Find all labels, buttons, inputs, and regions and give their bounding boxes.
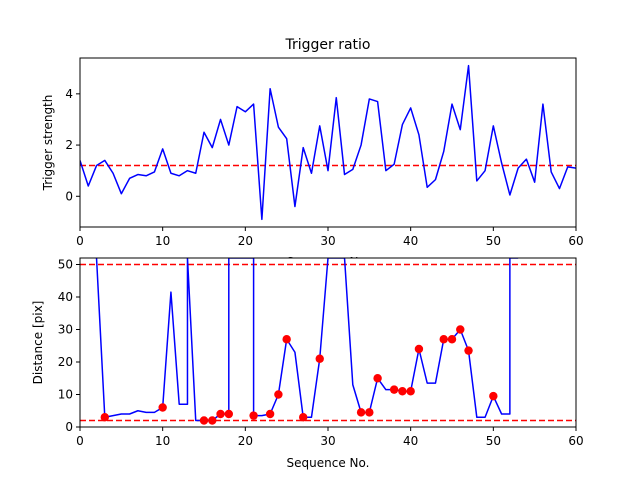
bottom-x-axis: 0 10 20 30 40 50 60: [76, 427, 584, 448]
top-x-tick-label: 20: [238, 234, 253, 248]
top-y-axis-label: Trigger strength: [41, 95, 55, 192]
bottom-marker-point: [100, 413, 110, 422]
top-plot-title: Trigger ratio: [284, 37, 370, 53]
bottom-marker-point: [315, 354, 324, 363]
bottom-x-tick-label: 10: [155, 434, 170, 448]
bottom-y-tick-label: 50: [58, 258, 73, 272]
top-x-tick-label: 10: [155, 234, 170, 248]
bottom-marker-point: [299, 413, 308, 422]
bottom-y-tick-label: 20: [58, 355, 73, 369]
bottom-marker-point: [489, 391, 498, 401]
top-x-tick-label: 0: [76, 234, 84, 248]
top-x-axis: 0 10 20 30 40 50 60: [76, 227, 584, 248]
top-y-tick-label: 4: [65, 87, 73, 101]
bottom-marker-point: [282, 335, 291, 344]
bottom-y-tick-label: 10: [58, 388, 73, 402]
top-series-line: [80, 64, 576, 221]
bottom-marker-point: [464, 346, 473, 355]
top-x-tick-label: 50: [486, 234, 501, 248]
bottom-x-tick-label: 20: [238, 434, 253, 448]
bottom-x-tick-label: 60: [568, 434, 583, 448]
bottom-marker-point: [249, 411, 258, 420]
top-y-axis: 0 2 4: [65, 87, 80, 203]
top-x-tick-label: 60: [568, 234, 583, 248]
bottom-marker-point: [398, 387, 407, 396]
bottom-y-axis-label: Distance [pix]: [31, 301, 45, 385]
bottom-x-tick-label: 0: [76, 434, 84, 448]
bottom-marker-point: [199, 416, 209, 425]
bottom-marker-point: [406, 387, 415, 396]
bottom-y-tick-label: 40: [58, 290, 73, 304]
bottom-y-tick-label: 0: [65, 420, 73, 434]
bottom-marker-point: [274, 390, 283, 399]
top-x-tick-label: 40: [403, 234, 418, 248]
bottom-plot-background: [80, 258, 576, 427]
bottom-marker-point: [456, 325, 465, 334]
top-x-tick-label: 30: [320, 234, 335, 248]
top-y-tick-label: 2: [65, 138, 73, 152]
bottom-x-tick-label: 40: [403, 434, 418, 448]
bottom-marker-point: [158, 403, 167, 412]
bottom-plot: 0 10 20 30 40 50 60 0 10 20 30 40 50 Sequence No. D…: [31, 257, 584, 470]
bottom-marker-point: [447, 335, 457, 344]
bottom-marker-point: [208, 416, 217, 425]
bottom-markers: [100, 325, 498, 425]
bottom-marker-point: [439, 335, 448, 344]
bottom-marker-point: [224, 409, 233, 419]
bottom-y-tick-label: 30: [58, 323, 73, 337]
bottom-marker-point: [365, 408, 374, 417]
bottom-marker-point: [373, 374, 382, 383]
bottom-marker-point: [356, 408, 366, 417]
bottom-marker-point: [414, 344, 424, 354]
top-y-tick-label: 0: [65, 189, 73, 203]
bottom-y-axis: 0 10 20 30 40 50: [58, 258, 80, 434]
bottom-x-tick-label: 50: [486, 434, 501, 448]
bottom-x-axis-label: Sequence No.: [287, 456, 370, 470]
top-series: [80, 64, 576, 221]
bottom-marker-point: [216, 409, 225, 419]
bottom-marker-point: [389, 385, 399, 394]
bottom-marker-point: [265, 409, 275, 419]
bottom-x-tick-label: 30: [320, 434, 335, 448]
